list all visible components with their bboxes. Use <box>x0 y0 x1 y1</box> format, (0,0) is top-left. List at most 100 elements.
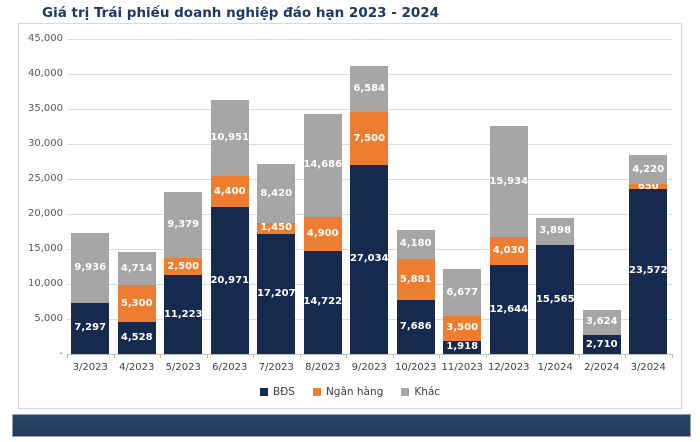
bar-segment: 20,971 <box>210 207 250 354</box>
bar-label: 1,918 <box>446 341 479 353</box>
bar-segment: 12,644 <box>489 265 528 354</box>
bar-segment: 3,500 <box>443 316 482 341</box>
bar-segment: 4,400 <box>210 176 249 208</box>
bar-segment: 4,900 <box>303 216 342 251</box>
bar-label: 4,528 <box>120 332 153 344</box>
bar-segment: 17,207 <box>256 233 296 354</box>
bar-segment: 9,379 <box>164 192 203 258</box>
legend-swatch-ngan-hang-icon <box>312 388 321 396</box>
bar-label: 23,572 <box>628 265 668 277</box>
x-axis-tick <box>67 354 68 358</box>
bar-segment: 650 <box>629 180 668 192</box>
bar-label: 9,936 <box>74 262 107 274</box>
bar-segment: 3,624 <box>582 309 621 336</box>
bar-label: 17,207 <box>256 287 296 299</box>
bar-segment: 5,881 <box>396 259 435 301</box>
bar-segment: 6,584 <box>350 66 389 113</box>
bar-segment: 11,223 <box>163 275 203 354</box>
bar-segment: 5,300 <box>117 285 156 323</box>
bar-label: 3,898 <box>539 225 572 237</box>
x-axis-tick <box>671 354 673 358</box>
x-axis-tick <box>485 354 487 358</box>
x-axis-tick <box>253 354 254 358</box>
x-axis-tick <box>532 354 533 358</box>
legend: BĐS Ngân hàng Khác <box>19 386 681 398</box>
chart-title: Giá trị Trái phiếu doanh nghiệp đáo hạn … <box>42 5 440 21</box>
y-tick-label: - <box>59 348 63 359</box>
legend-item-bds: BĐS <box>259 386 295 398</box>
bar-segment: 4,528 <box>117 322 156 354</box>
bar-segment: 2,500 <box>164 257 203 276</box>
footer-bar <box>12 414 691 437</box>
bar-label: 6,677 <box>446 286 479 298</box>
x-axis-tick <box>392 354 394 358</box>
y-tick-label: 25,000 <box>28 173 63 184</box>
bar-label: 14,722 <box>303 296 343 308</box>
y-tick-label: 45,000 <box>28 33 63 44</box>
y-tick-label: 15,000 <box>28 243 63 254</box>
bar-segment: 1,918 <box>443 340 482 354</box>
bar-segment: 10,951 <box>210 99 250 177</box>
bar-segment: 1,450 <box>257 222 296 234</box>
bar-segment: 7,500 <box>350 112 389 165</box>
bar-label: 15,934 <box>489 175 529 187</box>
bar-segment: 4,180 <box>396 229 435 260</box>
y-tick-label: 30,000 <box>28 138 63 149</box>
legend-item-ngan-hang: Ngân hàng <box>312 386 383 398</box>
bar-label: 7,297 <box>74 322 107 334</box>
bar-segment: 15,565 <box>536 245 575 354</box>
x-tick-label: 2/2024 <box>584 362 620 373</box>
y-tick-label: 20,000 <box>28 208 63 219</box>
x-tick-label: 12/2023 <box>487 362 530 373</box>
bar-label: 5,881 <box>399 273 432 285</box>
legend-swatch-khac-icon <box>401 388 410 396</box>
x-axis-tick <box>578 354 580 358</box>
x-axis-tick <box>206 354 208 358</box>
bar-label: 7,500 <box>353 132 386 144</box>
x-tick-label: 10/2023 <box>394 362 437 373</box>
bar-segment: 15,934 <box>489 125 529 238</box>
x-axis-tick <box>299 354 301 358</box>
bar-label: 2,710 <box>585 338 618 350</box>
x-tick-label: 3/2024 <box>630 362 666 373</box>
y-tick-label: 10,000 <box>28 278 63 289</box>
gridline <box>67 39 672 40</box>
bar-segment: 7,297 <box>71 302 110 354</box>
bar-label: 4,180 <box>399 238 432 250</box>
x-tick-label: 7/2023 <box>258 362 294 373</box>
bar-label: 20,971 <box>210 274 250 286</box>
bar-label: 8,420 <box>260 187 293 199</box>
bar-label: 9,379 <box>167 219 200 231</box>
legend-label-khac: Khác <box>414 386 441 398</box>
bar-label: 650 <box>637 180 659 192</box>
bar-label: 10,951 <box>210 132 250 144</box>
y-tick-label: 35,000 <box>28 103 63 114</box>
bar-segment: 7,686 <box>396 300 435 354</box>
bar-label: 4,714 <box>120 262 153 274</box>
x-tick-label: 9/2023 <box>351 362 387 373</box>
bar-label: 1,450 <box>260 222 293 234</box>
x-tick-label: 3/2023 <box>72 362 108 373</box>
x-axis-tick <box>439 354 440 358</box>
bar-label: 3,500 <box>446 322 479 334</box>
bar-segment: 6,677 <box>443 269 482 317</box>
bar-label: 2,500 <box>167 260 200 272</box>
bar-segment: 14,686 <box>303 113 342 217</box>
bar-label: 4,030 <box>492 245 525 257</box>
bar-label: 11,223 <box>163 308 203 320</box>
x-tick-label: 4/2023 <box>119 362 155 373</box>
legend-item-khac: Khác <box>401 386 440 398</box>
bar-segment: 2,710 <box>582 335 621 354</box>
bar-segment: 9,936 <box>71 233 110 303</box>
x-tick-label: 11/2023 <box>441 362 484 373</box>
x-tick-label: 8/2023 <box>305 362 341 373</box>
x-axis-tick <box>625 354 626 358</box>
bar-segment: 4,714 <box>117 252 156 286</box>
bar-label: 4,400 <box>213 185 246 197</box>
x-tick-label: 1/2024 <box>537 362 573 373</box>
y-tick-label: 5,000 <box>34 313 63 324</box>
x-axis-tick <box>113 354 115 358</box>
x-axis-line <box>67 354 672 355</box>
bar-label: 27,034 <box>349 253 389 265</box>
legend-swatch-bds-icon <box>259 388 268 396</box>
